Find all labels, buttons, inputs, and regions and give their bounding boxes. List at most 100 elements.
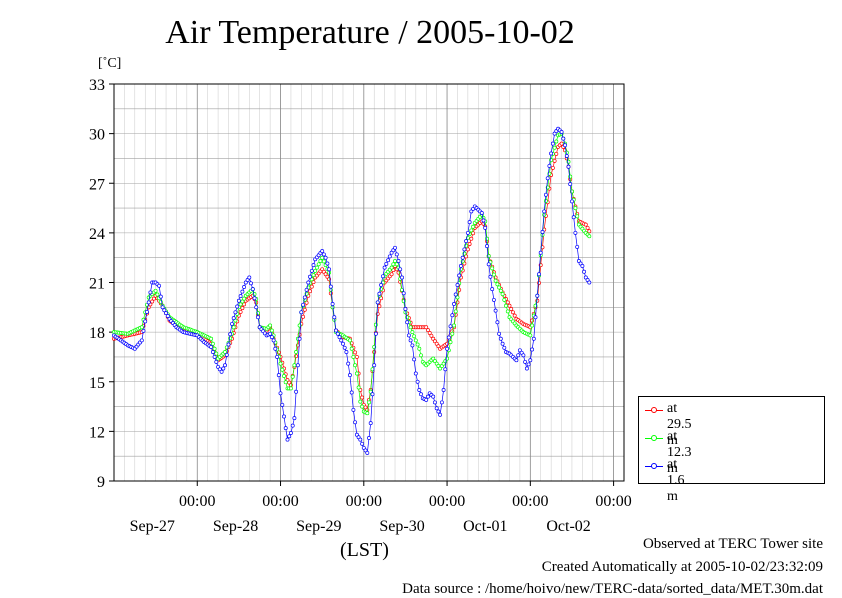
data-point <box>452 323 456 328</box>
data-point <box>479 211 484 215</box>
data-point <box>448 324 453 329</box>
data-point <box>141 328 146 333</box>
data-point <box>445 346 450 351</box>
x-tick-time: 00:00 <box>262 493 298 510</box>
x-axis-label: (LST) <box>340 539 389 561</box>
data-point <box>302 295 307 300</box>
data-point <box>334 328 338 333</box>
data-point <box>417 346 422 351</box>
data-point <box>335 331 340 336</box>
data-point <box>538 250 543 255</box>
data-point <box>432 359 437 364</box>
data-point <box>389 272 394 277</box>
data-point <box>561 136 566 141</box>
data-point <box>268 323 273 328</box>
data-point <box>212 354 217 359</box>
data-point <box>304 287 309 292</box>
data-point <box>393 259 397 263</box>
x-tick-time: 00:00 <box>346 493 382 510</box>
data-point <box>309 277 314 282</box>
data-point <box>280 402 285 407</box>
y-tick-label: 27 <box>89 176 105 193</box>
data-point <box>426 394 430 399</box>
data-point <box>308 274 312 279</box>
legend-label: at 12.3 m <box>667 429 692 476</box>
data-point <box>288 386 293 391</box>
data-point <box>471 224 476 229</box>
data-point <box>242 296 247 301</box>
data-point <box>587 234 592 239</box>
data-point <box>464 254 469 259</box>
data-point <box>431 394 436 399</box>
data-point <box>377 304 382 309</box>
data-point <box>403 307 408 311</box>
data-point <box>301 302 306 307</box>
data-point <box>505 309 510 314</box>
data-point <box>292 416 297 421</box>
data-point <box>240 299 245 304</box>
data-point <box>452 302 456 306</box>
data-point <box>356 385 361 390</box>
data-point <box>507 303 512 308</box>
data-point <box>150 299 155 304</box>
data-point <box>465 247 470 252</box>
data-point <box>292 363 297 368</box>
data-point <box>393 245 397 250</box>
data-point <box>242 285 247 289</box>
data-point <box>469 209 474 214</box>
data-point <box>419 353 423 358</box>
data-point <box>467 220 472 225</box>
data-point <box>354 371 359 376</box>
y-tick-label: 24 <box>89 226 105 243</box>
series-line-2 <box>113 128 590 454</box>
data-point <box>139 325 144 330</box>
data-point <box>552 158 557 163</box>
data-point <box>502 345 507 350</box>
data-point <box>273 346 278 351</box>
data-point <box>233 310 238 315</box>
data-point <box>209 345 214 349</box>
data-point <box>148 290 153 295</box>
data-point <box>341 341 345 346</box>
data-point <box>323 255 328 260</box>
data-point <box>372 363 377 368</box>
data-point <box>490 287 495 292</box>
data-point <box>377 291 382 296</box>
data-point <box>570 199 574 204</box>
data-point <box>491 297 496 302</box>
data-point <box>302 307 307 312</box>
data-point <box>406 333 411 338</box>
data-point <box>360 395 365 400</box>
data-point <box>309 268 314 273</box>
data-point <box>375 300 380 305</box>
x-tick-date: Sep-29 <box>296 518 341 535</box>
data-point <box>401 291 406 296</box>
x-tick-time: 00:00 <box>512 493 548 510</box>
data-point <box>304 300 309 305</box>
data-point <box>410 343 415 348</box>
data-point <box>453 292 458 297</box>
data-point <box>290 423 295 428</box>
data-point <box>517 348 522 353</box>
data-point <box>209 336 214 341</box>
data-point <box>320 249 325 254</box>
data-point <box>368 421 373 426</box>
data-point <box>223 350 227 354</box>
data-point <box>143 319 148 324</box>
data-point <box>295 363 300 368</box>
data-point <box>575 244 580 249</box>
data-point <box>413 338 418 343</box>
data-point <box>382 265 387 270</box>
data-point <box>495 282 500 287</box>
data-point <box>301 314 306 319</box>
data-point <box>427 331 432 335</box>
y-tick-label: 30 <box>89 127 105 144</box>
data-point <box>535 293 540 298</box>
y-axis-unit: [˚C] <box>98 56 122 71</box>
data-point <box>547 163 552 168</box>
data-point <box>413 371 418 376</box>
data-point <box>583 275 588 280</box>
data-point <box>575 214 580 219</box>
data-point <box>316 262 321 267</box>
x-tick-date: Oct-01 <box>463 518 507 535</box>
